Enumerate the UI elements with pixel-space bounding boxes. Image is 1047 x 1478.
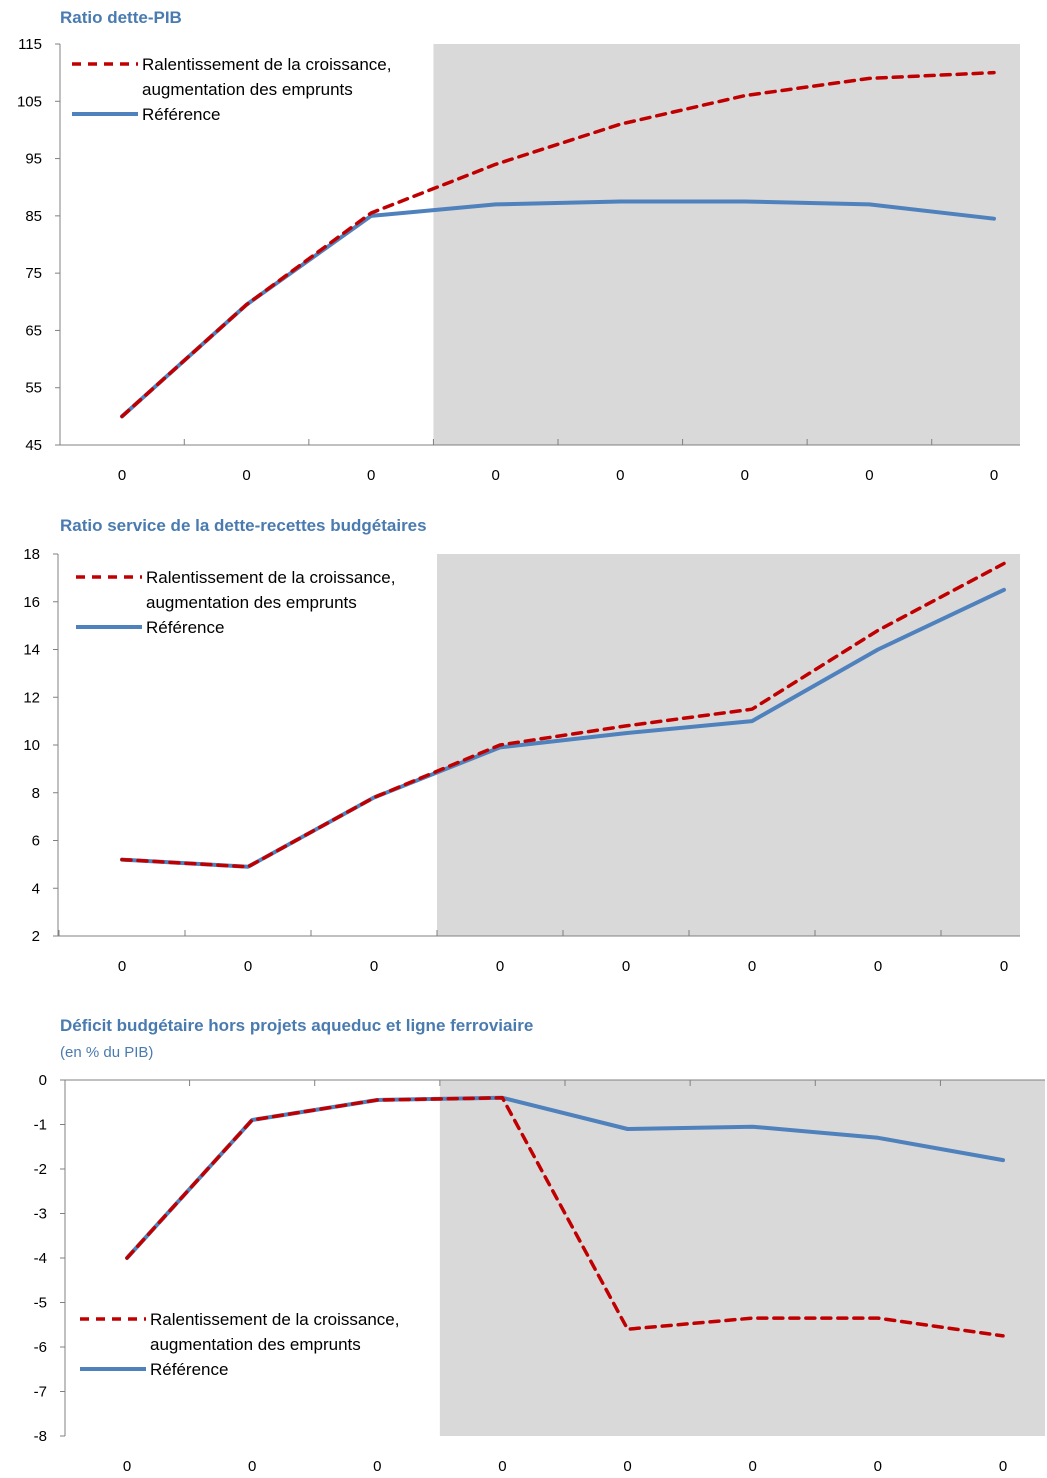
y-tick-label: 10 — [23, 737, 40, 754]
x-tick-label: 0 — [616, 467, 624, 484]
legend-label: Ralentissement de la croissance, — [142, 55, 391, 74]
y-tick-label: 95 — [25, 151, 42, 168]
legend-label: augmentation des emprunts — [150, 1335, 361, 1354]
x-tick-label: 0 — [741, 467, 749, 484]
projection-shading — [433, 44, 1020, 445]
x-tick-label: 0 — [367, 467, 375, 484]
y-tick-label: 8 — [32, 785, 40, 802]
y-tick-label: 16 — [23, 594, 40, 611]
y-tick-label: 55 — [25, 380, 42, 397]
x-tick-label: 0 — [242, 467, 250, 484]
y-tick-label: -3 — [34, 1206, 47, 1223]
legend-label: Référence — [142, 105, 220, 124]
y-tick-label: -5 — [34, 1295, 47, 1312]
y-tick-label: 85 — [25, 208, 42, 225]
y-tick-label: -1 — [34, 1117, 47, 1134]
x-tick-label: 0 — [1000, 958, 1008, 975]
legend-label: Référence — [146, 618, 224, 637]
series-line-stress — [125, 1096, 1005, 1338]
x-tick-label: 0 — [492, 467, 500, 484]
y-tick-label: 12 — [23, 689, 40, 706]
y-tick-label: 75 — [25, 265, 42, 282]
x-tick-label: 0 — [874, 958, 882, 975]
x-tick-label: 0 — [622, 958, 630, 975]
y-tick-label: 105 — [17, 93, 42, 110]
legend-label: Ralentissement de la croissance, — [146, 568, 395, 587]
y-tick-label: 2 — [32, 928, 40, 945]
legend-label: Référence — [150, 1360, 228, 1379]
x-tick-label: 0 — [874, 1458, 882, 1475]
x-tick-label: 0 — [749, 1458, 757, 1475]
y-tick-label: -4 — [34, 1250, 47, 1267]
x-tick-label: 0 — [123, 1458, 131, 1475]
x-tick-label: 0 — [496, 958, 504, 975]
series-line-stress — [120, 561, 1006, 869]
y-tick-label: -7 — [34, 1384, 47, 1401]
chart-3-subtitle: (en % du PIB) — [60, 1044, 154, 1061]
y-tick-label: -2 — [34, 1161, 47, 1178]
y-tick-label: 18 — [23, 546, 40, 563]
x-tick-label: 0 — [118, 958, 126, 975]
chart-2: 2 4 6 8 10 12 14 16 18 0 0 0 0 0 0 0 0 Ralentissement de … — [23, 546, 1020, 975]
chart-1-title: Ratio dette-PIB — [60, 8, 182, 27]
y-tick-label: -8 — [34, 1428, 47, 1445]
legend-label: augmentation des emprunts — [142, 80, 353, 99]
y-tick-label: 0 — [39, 1072, 47, 1089]
x-tick-label: 0 — [118, 467, 126, 484]
projection-shading — [439, 1080, 1045, 1436]
chart-1: 45 55 65 75 85 95 105 115 0 0 0 0 0 0 0 0 Ralentissement… — [17, 36, 1020, 484]
x-tick-label: 0 — [248, 1458, 256, 1475]
x-tick-label: 0 — [370, 958, 378, 975]
chart-2-title: Ratio service de la dette-recettes budgé… — [60, 516, 427, 535]
y-tick-label: 65 — [25, 322, 42, 339]
y-tick-label: -6 — [34, 1339, 47, 1356]
y-tick-label: 4 — [32, 880, 40, 897]
y-tick-label: 115 — [18, 36, 42, 53]
x-tick-label: 0 — [623, 1458, 631, 1475]
chart-3: -8 -7 -6 -5 -4 -3 -2 -1 0 0 0 0 0 0 0 0 0 Ralentissement … — [34, 1072, 1045, 1475]
x-tick-label: 0 — [999, 1458, 1007, 1475]
legend-label: augmentation des emprunts — [146, 593, 357, 612]
x-tick-label: 0 — [990, 467, 998, 484]
x-tick-label: 0 — [865, 467, 873, 484]
x-tick-label: 0 — [748, 958, 756, 975]
x-tick-label: 0 — [373, 1458, 381, 1475]
chart-3-title: Déficit budgétaire hors projets aqueduc … — [60, 1016, 534, 1035]
legend-label: Ralentissement de la croissance, — [150, 1310, 399, 1329]
series-line-stress — [120, 70, 996, 419]
y-tick-label: 14 — [23, 642, 40, 659]
y-tick-label: 45 — [25, 437, 42, 454]
x-tick-label: 0 — [498, 1458, 506, 1475]
y-tick-label: 6 — [32, 833, 40, 850]
x-tick-label: 0 — [244, 958, 252, 975]
